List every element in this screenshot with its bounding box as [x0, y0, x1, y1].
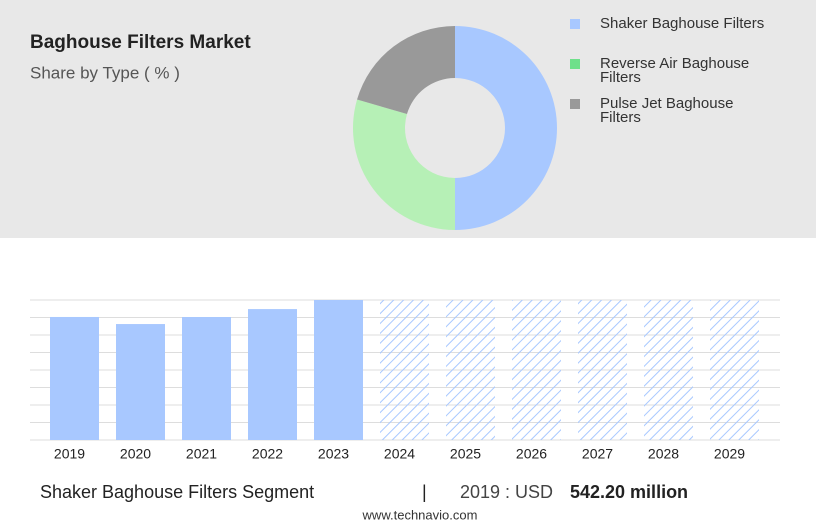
legend-swatch	[570, 99, 580, 109]
x-tick-label: 2021	[186, 446, 217, 462]
forecast-placeholder	[710, 300, 759, 440]
x-tick-label: 2024	[384, 446, 415, 462]
year-label: 2019 : USD	[460, 482, 553, 502]
source: www.technavio.com	[362, 507, 478, 522]
value-label: 542.20 million	[570, 482, 688, 502]
forecast-placeholder	[578, 300, 627, 440]
forecast-placeholder	[512, 300, 561, 440]
chart-title: Baghouse Filters Market	[30, 32, 251, 53]
legend-item: Reverse Air Baghouse Filters	[570, 55, 770, 86]
bar	[248, 309, 297, 440]
legend-item: Pulse Jet Baghouse Filters	[570, 95, 770, 126]
x-tick-label: 2025	[450, 446, 481, 462]
x-tick-label: 2023	[318, 446, 349, 462]
x-tick-label: 2029	[714, 446, 745, 462]
legend-label: Shaker Baghouse Filters	[600, 15, 765, 32]
legend-item: Shaker Baghouse Filters	[570, 15, 770, 32]
x-tick-label: 2028	[648, 446, 679, 462]
forecast-placeholder	[380, 300, 429, 440]
bar	[50, 316, 99, 440]
separator: |	[422, 482, 427, 502]
x-tick-label: 2022	[252, 446, 283, 462]
legend-swatch	[570, 19, 580, 29]
legend-label: Pulse Jet Baghouse Filters	[600, 95, 734, 126]
x-tick-label: 2026	[516, 446, 547, 462]
x-tick-label: 2019	[54, 446, 85, 462]
chart-subtitle: Share by Type ( % )	[30, 63, 180, 82]
forecast-placeholder	[446, 300, 495, 440]
x-tick-label: 2027	[582, 446, 613, 462]
donut-slice	[357, 26, 455, 115]
segment-label: Shaker Baghouse Filters Segment	[40, 482, 314, 502]
bar	[314, 300, 363, 440]
forecast-placeholder	[644, 300, 693, 440]
legend-swatch	[570, 59, 580, 69]
x-tick-label: 2020	[120, 446, 151, 462]
bar	[182, 317, 231, 440]
donut-slice	[353, 99, 455, 230]
bar	[116, 324, 165, 440]
donut-slice	[455, 26, 557, 230]
legend-label: Reverse Air Baghouse Filters	[600, 55, 750, 86]
